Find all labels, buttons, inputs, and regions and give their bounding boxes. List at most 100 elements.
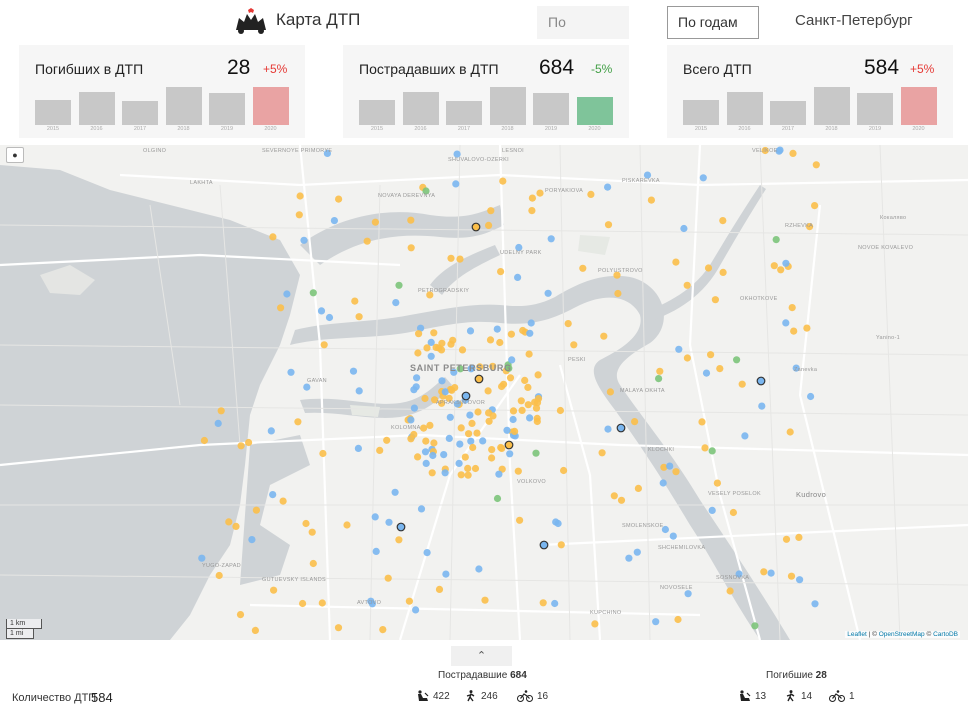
year-bar[interactable] [683, 100, 719, 125]
accident-marker[interactable] [468, 419, 476, 427]
accident-marker[interactable] [294, 418, 302, 426]
accident-marker[interactable] [738, 380, 746, 388]
accident-marker[interactable] [519, 326, 527, 335]
accident-marker[interactable] [564, 320, 572, 328]
accident-marker[interactable] [438, 399, 446, 407]
accident-marker[interactable] [423, 549, 431, 557]
accident-marker[interactable] [591, 620, 599, 628]
fatal-accident-marker[interactable] [756, 376, 766, 386]
accident-marker[interactable] [320, 341, 328, 349]
year-bar[interactable] [857, 93, 893, 125]
accident-marker[interactable] [613, 271, 621, 279]
year-bar[interactable] [900, 87, 937, 125]
accident-marker[interactable] [788, 304, 796, 312]
accident-marker[interactable] [488, 446, 496, 454]
year-bar[interactable] [209, 93, 245, 125]
accident-marker[interactable] [675, 345, 683, 353]
accident-marker[interactable] [704, 264, 713, 272]
accident-marker[interactable] [557, 541, 565, 549]
accident-marker[interactable] [498, 382, 506, 391]
accident-marker[interactable] [431, 396, 439, 404]
accident-marker[interactable] [442, 570, 450, 578]
accident-marker[interactable] [556, 406, 565, 415]
accident-marker[interactable] [604, 183, 612, 191]
accident-marker[interactable] [466, 411, 474, 419]
accident-marker[interactable] [796, 576, 804, 584]
accident-marker[interactable] [508, 356, 516, 364]
accident-marker[interactable] [497, 268, 505, 276]
accident-marker[interactable] [708, 447, 716, 455]
accident-marker[interactable] [309, 559, 317, 568]
accident-marker[interactable] [430, 439, 438, 447]
carto-link[interactable]: CartoDB [933, 631, 958, 638]
accident-marker[interactable] [758, 402, 766, 410]
accident-marker[interactable] [471, 464, 480, 473]
accident-marker[interactable] [484, 387, 492, 395]
accident-marker[interactable] [417, 505, 426, 513]
accident-marker[interactable] [539, 599, 547, 607]
accident-marker[interactable] [552, 518, 560, 526]
year-bar[interactable] [122, 101, 158, 125]
accident-marker[interactable] [343, 521, 351, 529]
accident-marker[interactable] [469, 443, 477, 452]
accident-marker[interactable] [252, 506, 260, 514]
accident-marker[interactable] [335, 195, 343, 203]
accident-marker[interactable] [435, 585, 444, 593]
accident-marker[interactable] [440, 451, 448, 459]
accident-marker[interactable] [395, 281, 403, 289]
accident-marker[interactable] [427, 338, 435, 346]
accident-marker[interactable] [355, 387, 363, 395]
accident-marker[interactable] [392, 299, 400, 307]
accident-marker[interactable] [521, 376, 529, 384]
accident-marker[interactable] [811, 600, 819, 608]
accident-marker[interactable] [407, 244, 415, 252]
year-bar[interactable] [78, 92, 115, 125]
accident-marker[interactable] [422, 187, 430, 195]
accident-marker[interactable] [269, 233, 277, 241]
accident-marker[interactable] [729, 508, 738, 517]
accident-marker[interactable] [506, 374, 515, 382]
accident-marker[interactable] [661, 525, 670, 534]
accident-marker[interactable] [354, 444, 362, 452]
accident-marker[interactable] [383, 436, 391, 444]
accident-marker[interactable] [510, 427, 519, 435]
fatal-accident-marker[interactable] [461, 391, 471, 401]
accident-marker[interactable] [427, 352, 435, 360]
collapse-panel-button[interactable]: ⌃ [451, 646, 512, 666]
accident-marker[interactable] [479, 437, 487, 445]
accident-marker[interactable] [534, 395, 543, 403]
accident-marker[interactable] [782, 319, 790, 327]
accident-marker[interactable] [279, 497, 287, 505]
accident-marker[interactable] [786, 428, 794, 436]
accident-marker[interactable] [198, 554, 206, 562]
accident-marker[interactable] [631, 418, 639, 426]
accident-marker[interactable] [807, 392, 815, 401]
accident-marker[interactable] [517, 397, 525, 405]
accident-marker[interactable] [461, 453, 469, 461]
accident-marker[interactable] [544, 289, 552, 297]
accident-marker[interactable] [680, 224, 688, 233]
accident-marker[interactable] [299, 599, 307, 608]
filter-by-month-button[interactable]: По месяцам [537, 6, 629, 61]
accident-marker[interactable] [441, 469, 449, 477]
year-bar[interactable] [813, 87, 850, 125]
accident-marker[interactable] [405, 597, 413, 605]
accident-marker[interactable] [453, 400, 461, 408]
accident-marker[interactable] [475, 565, 483, 573]
accident-marker[interactable] [579, 264, 587, 272]
accident-marker[interactable] [330, 217, 338, 225]
accident-marker[interactable] [699, 174, 707, 182]
accident-marker[interactable] [422, 459, 430, 467]
accident-marker[interactable] [446, 413, 454, 421]
accident-marker[interactable] [372, 547, 380, 555]
accident-marker[interactable] [560, 466, 568, 475]
accident-marker[interactable] [656, 367, 664, 375]
accident-marker[interactable] [524, 383, 532, 391]
accident-marker[interactable] [498, 444, 506, 452]
accident-marker[interactable] [323, 149, 331, 157]
accident-marker[interactable] [532, 449, 540, 457]
fatal-accident-marker[interactable] [504, 440, 514, 450]
accident-marker[interactable] [363, 237, 371, 245]
year-bar[interactable] [402, 92, 439, 125]
accident-marker[interactable] [445, 394, 453, 402]
